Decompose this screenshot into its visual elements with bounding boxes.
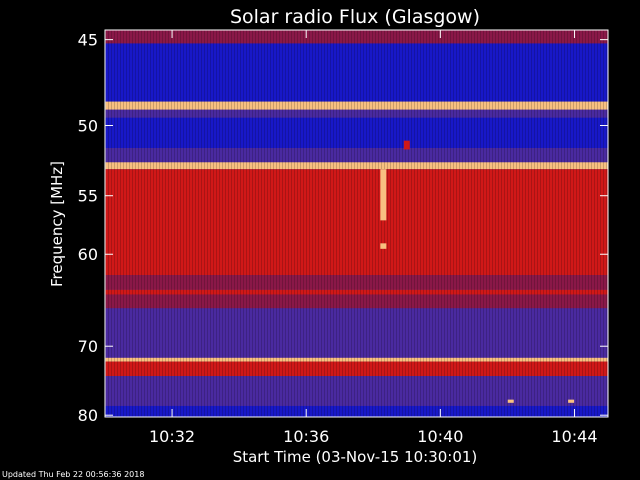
burst-feature: [403, 140, 410, 150]
y-tick-label: 45: [78, 31, 98, 50]
x-tick-label: 10:40: [417, 427, 463, 446]
updated-timestamp: Updated Thu Feb 22 00:56:36 2018: [2, 470, 145, 479]
axes: 45 50 55 60 70 80 10:32 10:36 10:40 10:44: [78, 30, 608, 446]
chart-title: Solar radio Flux (Glasgow): [230, 6, 480, 28]
y-tick-label: 60: [78, 245, 98, 264]
y-tick-label: 55: [78, 187, 98, 206]
plot-area: [105, 30, 608, 417]
x-tick-label: 10:36: [283, 427, 329, 446]
y-tick-label: 80: [78, 406, 98, 425]
burst-feature: [507, 399, 514, 403]
y-tick-label: 50: [78, 116, 98, 135]
y-tick-label: 70: [78, 337, 98, 356]
x-tick-label: 10:44: [551, 427, 597, 446]
texture-overlay: [105, 30, 608, 417]
y-axis-label: Frequency [MHz]: [48, 161, 66, 287]
burst-feature: [380, 243, 387, 249]
burst-feature: [380, 169, 387, 221]
x-tick-label: 10:32: [149, 427, 195, 446]
x-axis-label: Start Time (03-Nov-15 10:30:01): [233, 448, 478, 466]
burst-feature: [568, 399, 575, 403]
plot-border: [104, 29, 609, 418]
